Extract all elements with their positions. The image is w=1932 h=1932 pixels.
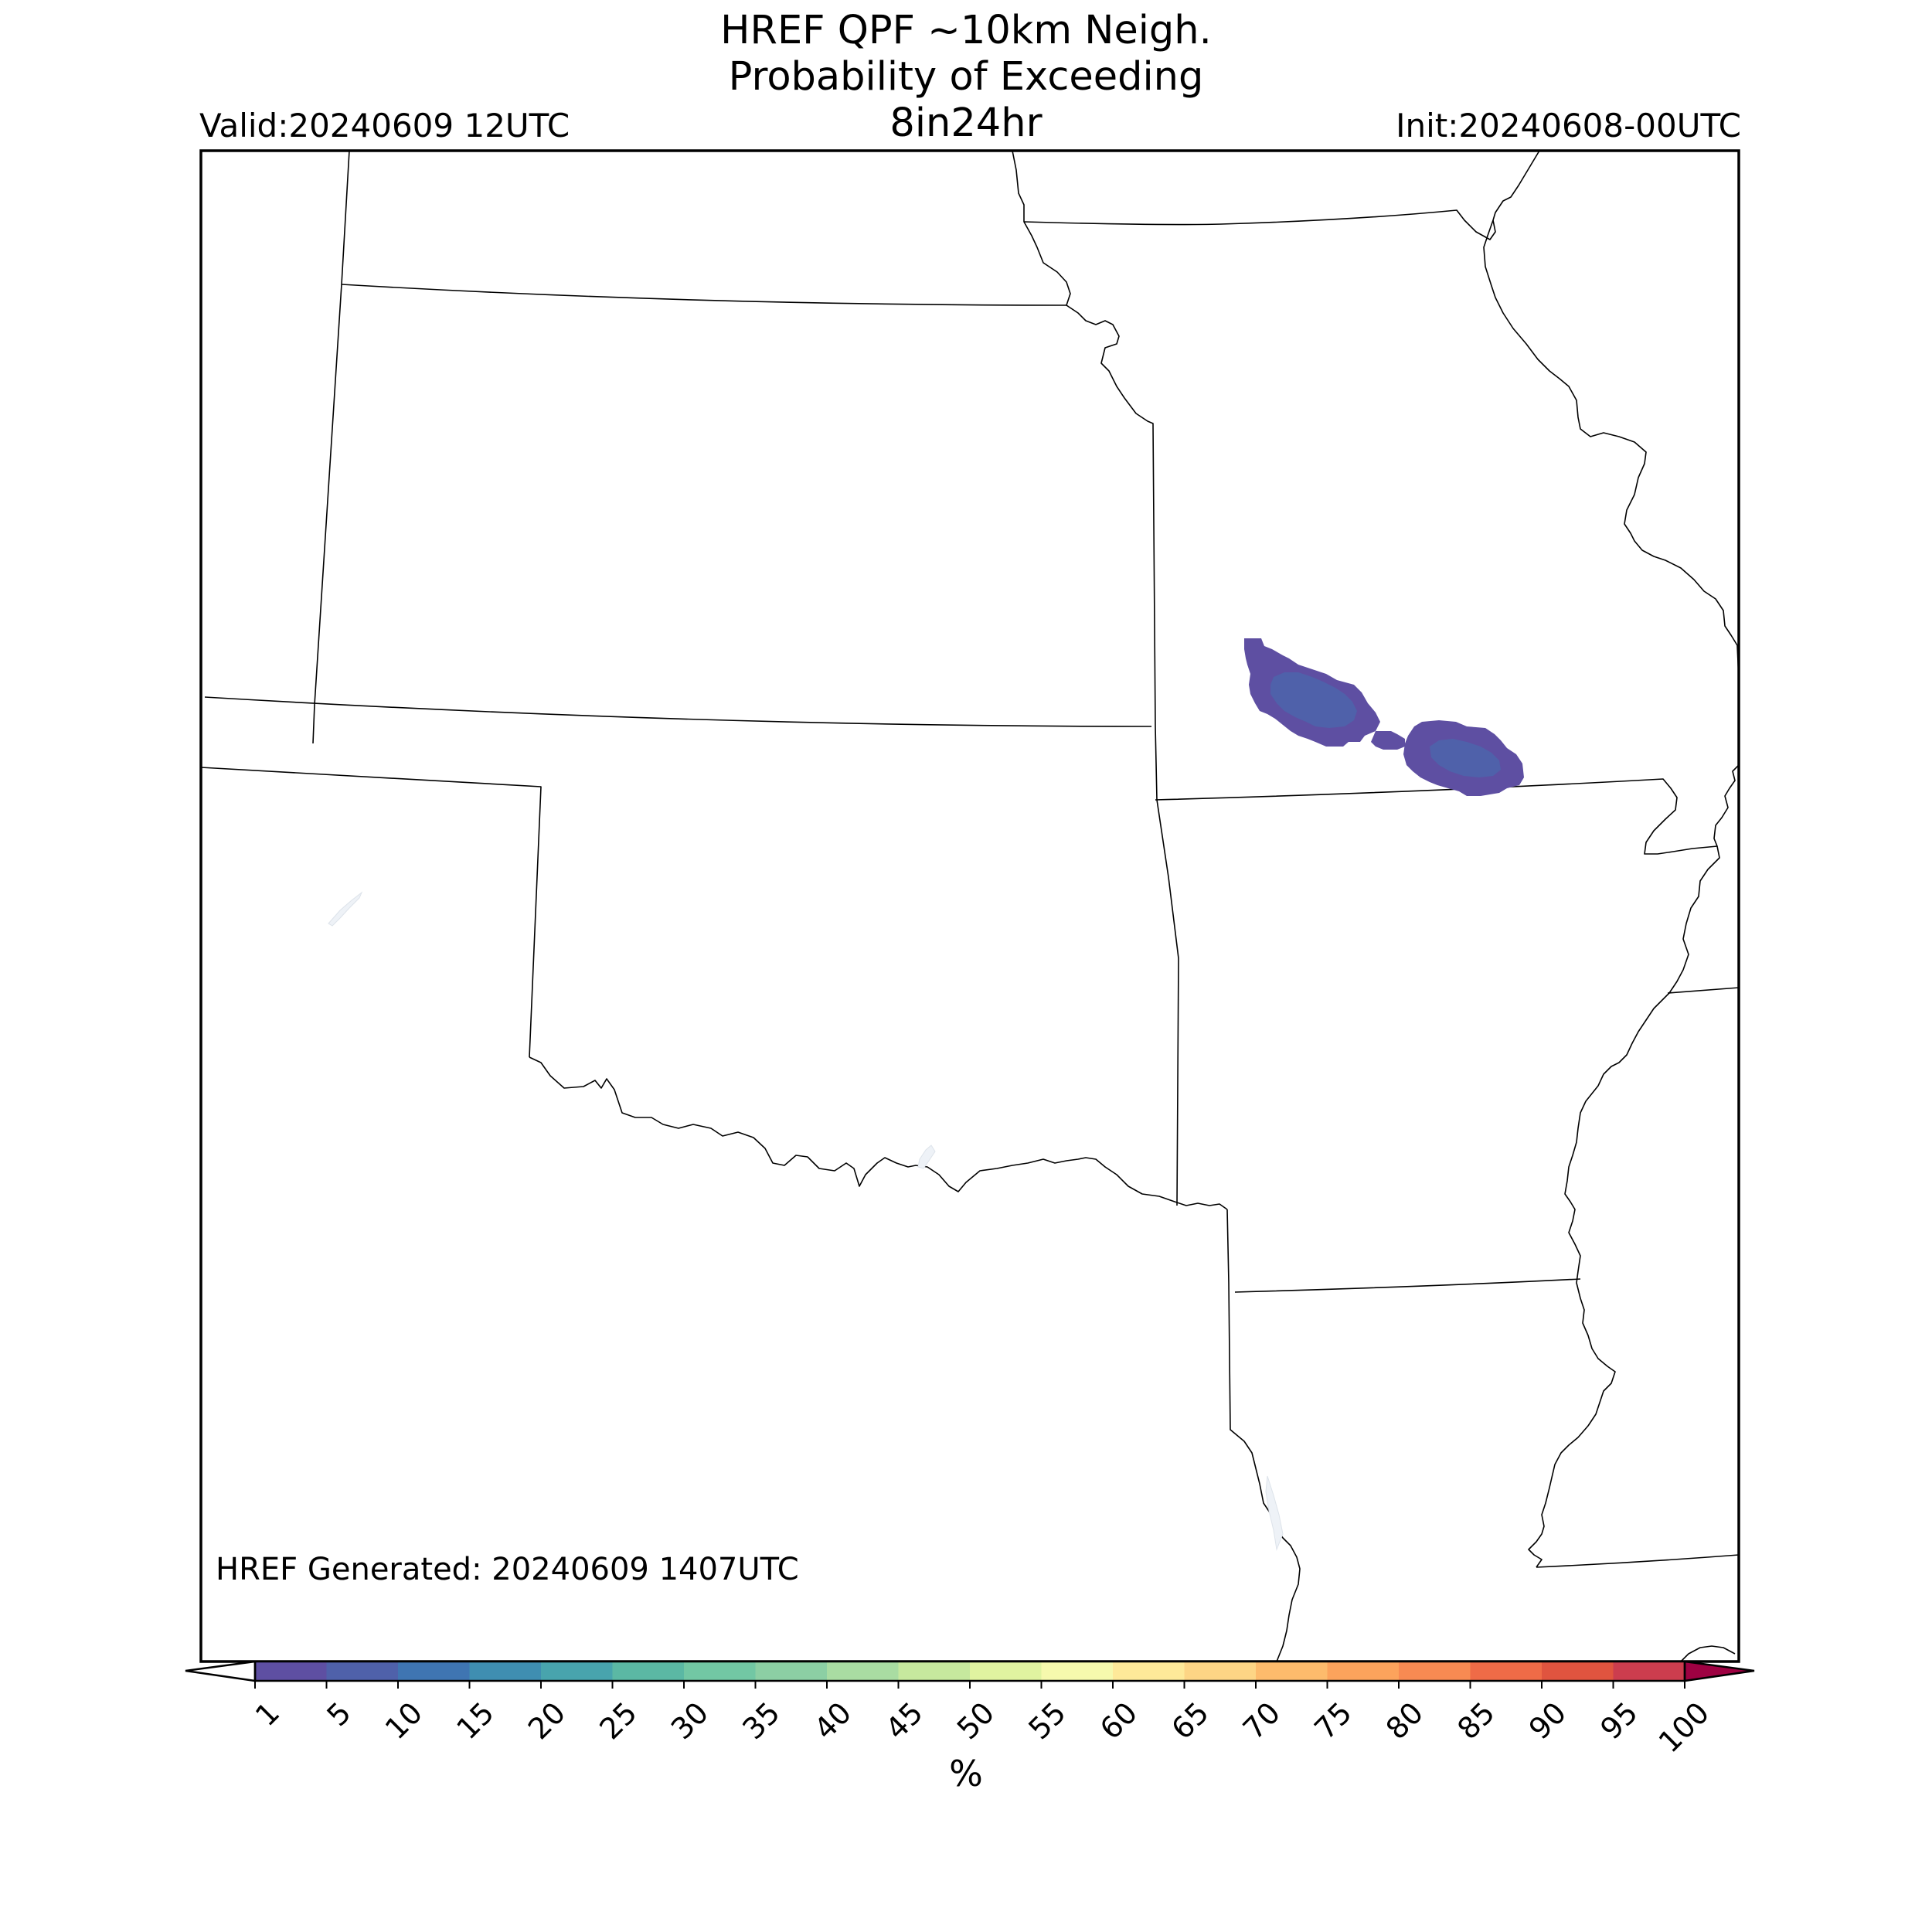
prob-south-lobe-inner (1430, 739, 1501, 777)
map-panel (201, 151, 1739, 1662)
colorbar-segment-45 (898, 1662, 971, 1681)
colorbar-tick-label: 85 (1451, 1696, 1501, 1746)
title-line-3: 8in24hr (889, 100, 1043, 147)
colorbar-tick-label: 100 (1652, 1696, 1716, 1759)
oklahoma-arkansas-border (1155, 726, 1179, 1206)
init-time: Init:20240608-00UTC (1396, 107, 1741, 145)
colorbar-tick-label: 5 (320, 1696, 357, 1733)
tennessee-north-border (1667, 987, 1739, 994)
mississippi-river-south (1528, 764, 1739, 1568)
colorbar-tick-label: 25 (593, 1696, 643, 1746)
prob-neck (1371, 731, 1405, 750)
colorbar-tick-label: 90 (1522, 1696, 1573, 1746)
colorbar-segment-60 (1113, 1662, 1185, 1681)
nebraska-south-border (341, 284, 1067, 306)
colorbar-label: % (949, 1753, 983, 1794)
map-title: HREF QPF ~10km Neigh. Probability of Exc… (0, 8, 1932, 148)
colorbar-tick-label: 40 (808, 1696, 858, 1746)
colorbar-segment-65 (1184, 1662, 1257, 1681)
colorbar-tick-label: 20 (522, 1696, 572, 1746)
colorbar-tick-label: 60 (1094, 1696, 1144, 1746)
mississippi-state-line (1536, 1554, 1739, 1568)
colorbar-tick-label: 10 (379, 1696, 429, 1746)
colorbar-segment-40 (827, 1662, 900, 1681)
valid-time: Valid:20240609 12UTC (199, 107, 570, 145)
oklahoma-panhandle-south (201, 767, 542, 1058)
colorbar-segment-95 (1613, 1662, 1685, 1681)
colorbar-ticks: 1 5 10 15 20 25 30 35 40 45 50 55 60 65 70 75 80 85 90 95 10… (249, 1681, 1716, 1759)
colorbar-segment-20 (541, 1662, 614, 1681)
colorbar: 1 5 10 15 20 25 30 35 40 45 50 55 60 65 70 75 80 85 90 95 10… (185, 1660, 1755, 1759)
colorbar-tick-label: 80 (1379, 1696, 1430, 1746)
colorado-east-border (312, 151, 350, 744)
colorbar-tick-label: 55 (1022, 1696, 1072, 1746)
generated-time: HREF Generated: 20240609 1407UTC (216, 1552, 799, 1587)
colorbar-tick-label: 50 (951, 1696, 1001, 1746)
title-line-2: Probability of Exceeding (728, 54, 1204, 100)
gulf-coast-fragment (1680, 1645, 1736, 1662)
colorbar-segment-50 (970, 1662, 1043, 1681)
colorbar-tick-label: 15 (450, 1696, 500, 1746)
colorbar-segment-70 (1256, 1662, 1328, 1681)
colorbar-segments (255, 1662, 1685, 1681)
colorbar-segment-75 (1327, 1662, 1400, 1681)
kansas-oklahoma-border (204, 696, 1152, 727)
colorbar-extend-high (1683, 1660, 1755, 1682)
colorbar-tick-label: 65 (1165, 1696, 1215, 1746)
prob-north-lobe-inner (1270, 672, 1357, 728)
colorbar-segment-55 (1041, 1662, 1114, 1681)
colorbar-segment-25 (612, 1662, 685, 1681)
mississippi-river (1483, 151, 1739, 681)
colorbar-segment-5 (326, 1662, 399, 1681)
colorbar-segment-1 (255, 1662, 328, 1681)
colorbar-tick-label: 35 (736, 1696, 786, 1746)
colorbar-segment-90 (1542, 1662, 1614, 1681)
kansas-missouri-border (1066, 304, 1156, 727)
iowa-missouri-border (1023, 209, 1496, 240)
colorbar-tick-label: 95 (1594, 1696, 1644, 1746)
colorbar-segment-80 (1399, 1662, 1471, 1681)
water-bodies (328, 891, 1284, 1551)
state-boundaries (201, 151, 1739, 1662)
probability-inner (1270, 672, 1501, 777)
colorbar-segment-30 (684, 1662, 757, 1681)
map-background (201, 151, 1739, 1662)
colorbar-segment-85 (1470, 1662, 1543, 1681)
red-river (529, 1056, 1228, 1210)
colorbar-tick-label: 1 (249, 1696, 286, 1733)
missouri-arkansas-border (1155, 778, 1718, 855)
colorbar-tick-label: 70 (1236, 1696, 1287, 1746)
colorbar-tick-label: 30 (665, 1696, 715, 1746)
toledo-bend (1265, 1475, 1284, 1551)
colorbar-tick-label: 45 (879, 1696, 929, 1746)
arkansas-louisiana-border (1234, 1278, 1581, 1293)
missouri-river-north (1012, 151, 1071, 306)
lake-meredith (328, 891, 363, 927)
colorbar-segment-10 (398, 1662, 471, 1681)
colorbar-extend-low (185, 1660, 257, 1682)
colorbar-tick-label: 75 (1308, 1696, 1358, 1746)
colorbar-segment-15 (469, 1662, 542, 1681)
lake-texoma (917, 1145, 936, 1169)
title-line-1: HREF QPF ~10km Neigh. (720, 8, 1212, 53)
colorbar-segment-35 (755, 1662, 828, 1681)
